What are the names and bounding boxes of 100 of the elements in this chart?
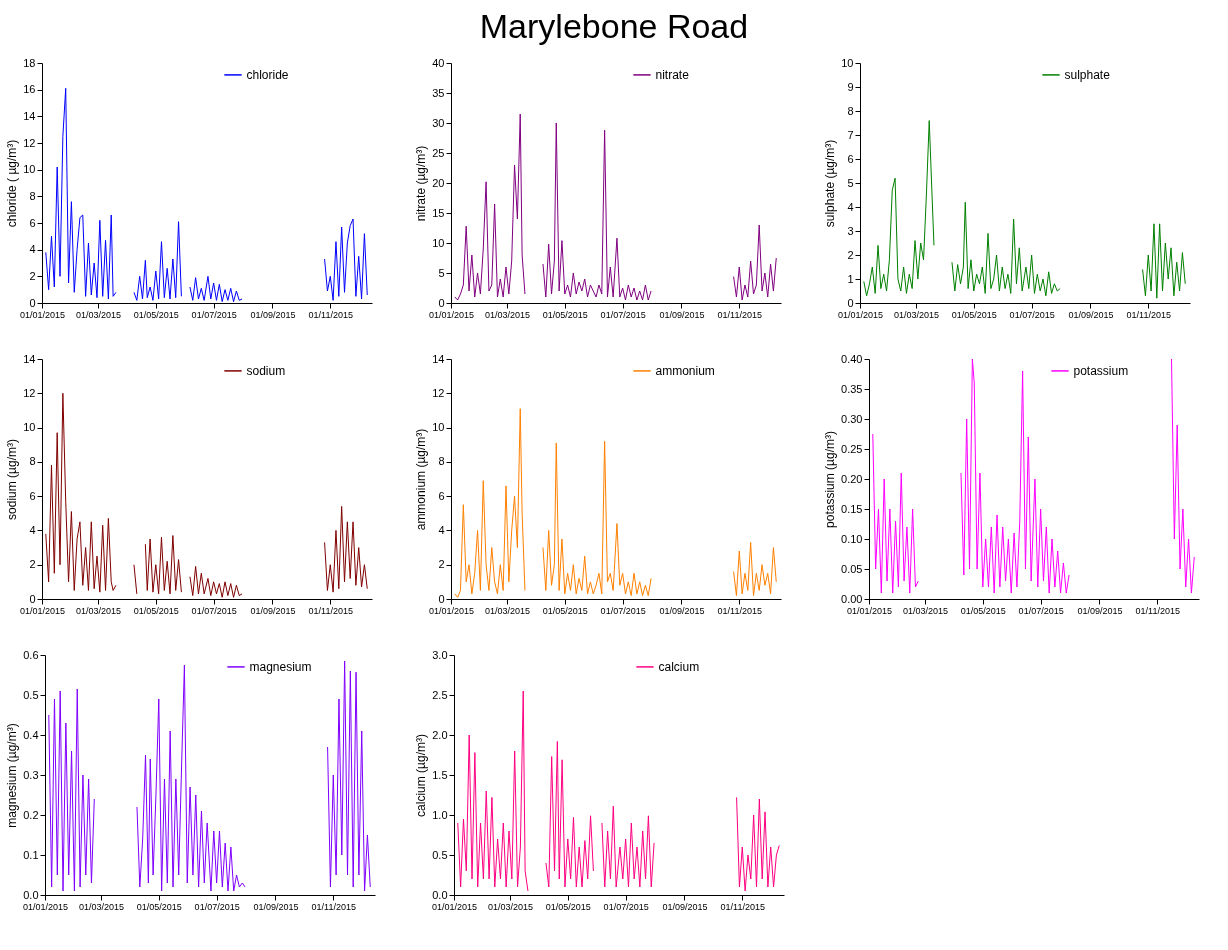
y-tick-label: 6 [438,489,445,502]
x-tick-label: 01/07/2015 [191,605,237,616]
y-tick-label: 0.40 [841,352,863,365]
y-tick-label: 0.0 [432,888,448,901]
x-tick-label: 01/07/2015 [1009,309,1055,320]
y-tick-label: 15 [432,206,445,219]
y-tick-label: 1.0 [432,808,448,821]
legend-label: sodium [246,363,286,378]
y-tick-label: 0.30 [841,412,863,425]
y-tick-label: 0.15 [841,502,863,515]
legend-label: potassium [1073,363,1129,378]
x-tick-label: 01/09/2015 [662,901,708,912]
x-tick-label: 01/01/2015 [846,605,893,616]
legend-label: ammonium [655,363,715,378]
x-tick-label: 01/09/2015 [253,901,299,912]
x-tick-label: 01/07/2015 [600,605,646,616]
y-tick-label: 0.5 [432,848,448,861]
y-tick-label: 0.35 [841,382,863,395]
x-tick-label: 01/01/2015 [22,901,69,912]
y-tick-label: 30 [432,116,445,129]
y-axis-title: nitrate (µg/m³) [414,145,429,222]
y-tick-label: 4 [29,243,36,256]
x-tick-label: 01/07/2015 [600,309,646,320]
x-tick-label: 01/03/2015 [75,309,121,320]
legend-label: sulphate [1064,67,1111,82]
y-tick-label: 35 [432,86,445,99]
x-tick-label: 01/05/2015 [542,309,588,320]
y-tick-label: 12 [432,386,445,399]
y-axis-title: calcium (µg/m³) [414,734,429,817]
x-tick-label: 01/09/2015 [659,605,705,616]
x-tick-label: 01/11/2015 [308,605,353,616]
x-tick-label: 01/03/2015 [902,605,948,616]
x-tick-label: 01/03/2015 [893,309,939,320]
y-tick-label: 0.6 [23,648,39,661]
y-tick-label: 10 [23,421,36,434]
y-tick-label: 8 [847,104,854,117]
y-axis-title: magnesium (µg/m³) [5,723,20,828]
y-tick-label: 6 [29,216,36,229]
y-tick-label: 2.5 [432,688,448,701]
x-tick-label: 01/07/2015 [191,309,237,320]
y-tick-label: 6 [847,152,854,165]
y-axis-title: chloride ( µg/m³) [5,139,20,228]
y-tick-label: 10 [432,236,445,249]
x-tick-label: 01/09/2015 [659,309,705,320]
y-tick-label: 14 [23,352,36,365]
y-tick-label: 2 [29,558,36,571]
y-axis-title: sodium (µg/m³) [5,439,20,520]
y-tick-label: 0.4 [23,728,39,741]
y-tick-label: 8 [29,455,36,468]
y-tick-label: 0 [29,296,36,309]
x-tick-label: 01/05/2015 [133,605,179,616]
y-tick-label: 0 [847,296,854,309]
y-axis-title: ammonium (µg/m³) [414,428,429,531]
x-tick-label: 01/01/2015 [837,309,884,320]
x-tick-label: 01/05/2015 [133,309,179,320]
x-tick-label: 01/05/2015 [960,605,1006,616]
x-tick-label: 01/03/2015 [487,901,533,912]
y-tick-label: 5 [438,266,445,279]
x-tick-label: 01/03/2015 [78,901,124,912]
y-tick-label: 0 [29,592,36,605]
x-tick-label: 01/09/2015 [250,309,296,320]
chart-title: Marylebone Road [478,6,750,47]
y-tick-label: 8 [438,455,445,468]
y-tick-label: 8 [29,189,36,202]
y-tick-label: 25 [432,146,445,159]
y-tick-label: 10 [841,56,854,69]
y-tick-label: 0.2 [23,808,39,821]
x-tick-label: 01/05/2015 [545,901,591,912]
y-tick-label: 9 [847,80,854,93]
x-tick-label: 01/09/2015 [250,605,296,616]
x-tick-label: 01/11/2015 [717,605,762,616]
legend-label: nitrate [655,67,690,82]
y-tick-label: 2 [29,269,36,282]
x-tick-label: 01/05/2015 [542,605,588,616]
legend-label: magnesium [249,659,312,674]
x-tick-label: 01/03/2015 [75,605,121,616]
x-tick-label: 01/11/2015 [308,309,353,320]
y-tick-label: 5 [847,176,854,189]
y-tick-label: 16 [23,83,36,96]
y-tick-label: 0.05 [841,562,863,575]
legend-label: calcium [658,659,700,674]
y-tick-label: 1 [847,272,854,285]
y-tick-label: 4 [438,523,445,536]
y-tick-label: 0.5 [23,688,39,701]
x-tick-label: 01/11/2015 [1135,605,1180,616]
y-tick-label: 4 [847,200,854,213]
y-tick-label: 0.0 [23,888,39,901]
y-tick-label: 2 [438,558,445,571]
y-tick-label: 1.5 [432,768,448,781]
x-tick-label: 01/03/2015 [484,309,530,320]
y-tick-label: 14 [432,352,445,365]
y-tick-label: 0 [438,592,445,605]
x-tick-label: 01/09/2015 [1068,309,1114,320]
y-axis-title: potassium (µg/m³) [823,431,838,528]
y-tick-label: 14 [23,109,36,122]
y-tick-label: 3.0 [432,648,448,661]
y-tick-label: 0.20 [841,472,863,485]
y-tick-label: 18 [23,56,36,69]
y-tick-label: 4 [29,523,36,536]
legend-label: chloride [246,67,289,82]
